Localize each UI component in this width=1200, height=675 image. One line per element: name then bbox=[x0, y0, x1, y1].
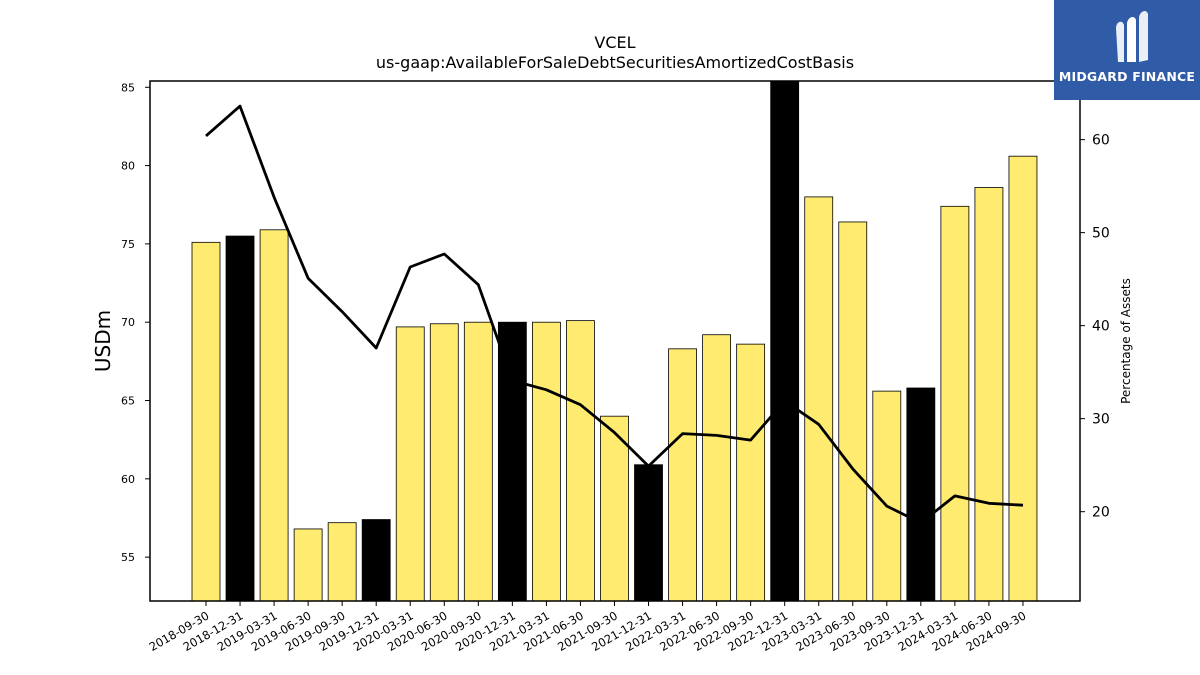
percentage-line bbox=[205, 104, 1024, 525]
bar bbox=[327, 522, 357, 602]
logo-text: MIDGARD FINANCE bbox=[1058, 69, 1196, 84]
bar bbox=[600, 415, 629, 602]
bar bbox=[361, 519, 391, 602]
bar bbox=[429, 323, 459, 602]
plot-frame bbox=[149, 80, 1081, 602]
y-axis-ticks: 55 60 65 70 75 80 85 bbox=[121, 81, 150, 564]
bar bbox=[566, 320, 595, 602]
bar bbox=[906, 387, 936, 602]
bar bbox=[259, 229, 289, 602]
bar bbox=[532, 321, 561, 602]
bar bbox=[838, 221, 868, 602]
bar bbox=[293, 528, 323, 602]
y2-tick-label: 60 bbox=[1092, 133, 1110, 149]
bar bbox=[804, 196, 834, 602]
x-axis-ticks: 2018-09-302018-12-312019-03-312019-06-30… bbox=[147, 601, 1028, 654]
bar bbox=[1008, 155, 1038, 602]
chart-subtitle: us-gaap:AvailableForSaleDebtSecuritiesAm… bbox=[376, 53, 854, 72]
y-tick-label: 85 bbox=[121, 81, 135, 94]
bar bbox=[702, 334, 731, 602]
y2-tick-label: 20 bbox=[1092, 505, 1110, 521]
chart-title: VCEL bbox=[594, 33, 635, 52]
bar bbox=[770, 80, 800, 602]
y-tick-label: 65 bbox=[121, 395, 135, 408]
percentage-line-series bbox=[205, 104, 1024, 525]
y-tick-label: 80 bbox=[121, 160, 135, 173]
bar bbox=[940, 205, 970, 602]
y2-tick-label: 30 bbox=[1092, 412, 1110, 428]
y2-tick-label: 50 bbox=[1092, 226, 1110, 242]
y2-tick-label: 40 bbox=[1092, 319, 1110, 335]
bar bbox=[225, 235, 255, 602]
bar bbox=[736, 343, 766, 602]
bar-series bbox=[191, 80, 1038, 602]
bar bbox=[395, 326, 425, 602]
y-tick-label: 60 bbox=[121, 473, 135, 486]
y-tick-label: 70 bbox=[121, 316, 135, 329]
bar bbox=[463, 321, 493, 602]
y-tick-label: 75 bbox=[121, 238, 135, 251]
y2-axis-label: Percentage of Assets bbox=[1119, 278, 1133, 404]
brand-logo: MIDGARD FINANCE bbox=[1054, 0, 1200, 100]
midgard-logo-icon bbox=[1116, 11, 1148, 62]
y2-axis-ticks: 20 30 40 50 60 bbox=[1080, 133, 1110, 521]
bar bbox=[497, 321, 527, 602]
bar bbox=[668, 348, 697, 602]
bar bbox=[974, 187, 1004, 602]
bar bbox=[634, 464, 663, 602]
y-axis-label: USDm bbox=[91, 310, 115, 372]
y-tick-label: 55 bbox=[121, 551, 135, 564]
bar bbox=[191, 241, 221, 602]
